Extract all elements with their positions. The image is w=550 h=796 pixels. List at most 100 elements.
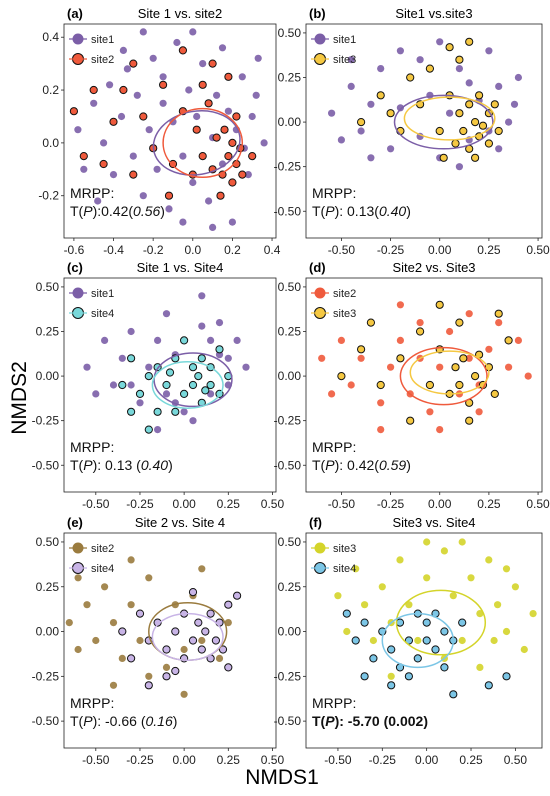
- data-point: [416, 56, 424, 64]
- data-point: [467, 574, 475, 582]
- data-point: [396, 104, 404, 112]
- mrpp-label: MRPP:: [70, 695, 114, 711]
- data-point: [118, 627, 127, 636]
- y-tick-label: -0.50: [274, 204, 302, 218]
- data-point: [162, 672, 171, 681]
- data-point: [494, 601, 502, 609]
- data-point: [351, 636, 360, 645]
- data-point: [485, 556, 493, 564]
- data-point: [465, 100, 474, 109]
- data-point: [201, 627, 210, 636]
- legend-item-site2: site2: [69, 53, 114, 66]
- data-point: [334, 592, 342, 600]
- data-point: [149, 54, 157, 62]
- data-point: [505, 118, 513, 126]
- data-point: [458, 538, 466, 546]
- legend-item-site3: site3: [311, 307, 356, 320]
- y-tick-label: 0.00: [278, 625, 302, 639]
- data-point: [83, 601, 91, 609]
- data-point: [136, 636, 144, 645]
- data-point: [159, 73, 167, 81]
- panel-c: (c) Site 1 vs. Site4 -0.50 -0.25 0.00 0.25 0.5…: [32, 260, 285, 511]
- data-point: [206, 609, 215, 618]
- data-point: [347, 56, 355, 64]
- plot-area: [83, 292, 250, 434]
- data-point: [127, 381, 135, 389]
- data-point: [207, 336, 215, 344]
- series-site1: [74, 28, 268, 231]
- mrpp-statistic: T(P): -0.66 (0.16): [70, 713, 177, 729]
- legend-item-site2: site2: [311, 287, 356, 300]
- mrpp-label: MRPP:: [70, 439, 114, 455]
- x-tick-label: 0.50: [261, 753, 285, 767]
- data-point: [224, 663, 233, 672]
- data-point: [254, 54, 262, 62]
- data-point: [366, 318, 375, 327]
- data-point: [337, 336, 345, 344]
- y-tick-label: 0.2: [42, 83, 59, 97]
- panels: (a) Site 1 vs. site2 -0.2 0.0 0.2 0.4 -0.6 -0.4…: [32, 6, 550, 767]
- y-tick-label: 0.50: [278, 280, 302, 294]
- data-point: [215, 319, 224, 327]
- data-point: [459, 354, 468, 363]
- data-point: [189, 178, 197, 187]
- data-point: [145, 126, 153, 134]
- data-point: [342, 609, 351, 618]
- mrpp-statistic: T(P): 0.13(0.40): [312, 203, 411, 219]
- mrpp-statistic: T(P): -5.70 (0.002): [312, 713, 428, 729]
- y-tick-label: -0.25: [274, 160, 302, 174]
- plot-area: [318, 300, 532, 434]
- data-point: [476, 610, 484, 618]
- x-tick-label: 0.00: [415, 753, 439, 767]
- data-point: [199, 60, 207, 68]
- series-site4: [118, 336, 233, 434]
- x-tick-label: 0.50: [526, 497, 550, 511]
- data-point: [228, 218, 236, 226]
- data-point: [337, 136, 345, 144]
- legend-label: site4: [91, 308, 114, 320]
- data-point: [396, 556, 404, 564]
- legend-item-site3: site3: [311, 53, 356, 66]
- data-point: [232, 112, 241, 121]
- data-point: [100, 139, 108, 147]
- data-point: [318, 354, 326, 362]
- panel-frame: [305, 532, 543, 749]
- data-point: [440, 627, 449, 636]
- data-point: [386, 109, 395, 118]
- data-point: [233, 591, 242, 600]
- data-point: [431, 645, 440, 654]
- x-tick-label: 0.50: [261, 497, 285, 511]
- data-point: [514, 336, 523, 344]
- data-point: [490, 100, 499, 109]
- series-site2: [65, 556, 232, 698]
- x-tick-label: 0.4: [264, 243, 281, 257]
- confidence-ellipse-site4: [381, 612, 455, 669]
- data-point: [144, 372, 153, 381]
- data-point: [180, 690, 188, 698]
- data-point: [471, 153, 480, 162]
- y-tick-label: 0.50: [36, 535, 60, 549]
- legend-item-site3: site3: [311, 542, 356, 555]
- data-point: [440, 663, 449, 672]
- data-point: [425, 380, 434, 390]
- data-point: [123, 65, 131, 73]
- data-point: [171, 666, 180, 676]
- data-point: [404, 672, 413, 681]
- y-tick-label: 0.25: [278, 325, 302, 339]
- mrpp-label: MRPP:: [70, 185, 114, 201]
- data-point: [446, 327, 454, 336]
- data-point: [118, 654, 126, 663]
- data-point: [173, 38, 181, 47]
- data-point: [180, 645, 188, 654]
- confidence-ellipse-site4: [151, 612, 224, 661]
- data-point: [144, 681, 153, 690]
- panel-title: Site1 vs.site3: [395, 6, 472, 21]
- data-point: [94, 197, 102, 205]
- legend-label: site2: [333, 288, 356, 300]
- data-point: [376, 380, 385, 390]
- data-point: [189, 417, 197, 425]
- legend-item-site4: site4: [69, 562, 114, 575]
- plot-area: [69, 28, 268, 231]
- data-point: [502, 627, 511, 636]
- data-point: [455, 380, 464, 390]
